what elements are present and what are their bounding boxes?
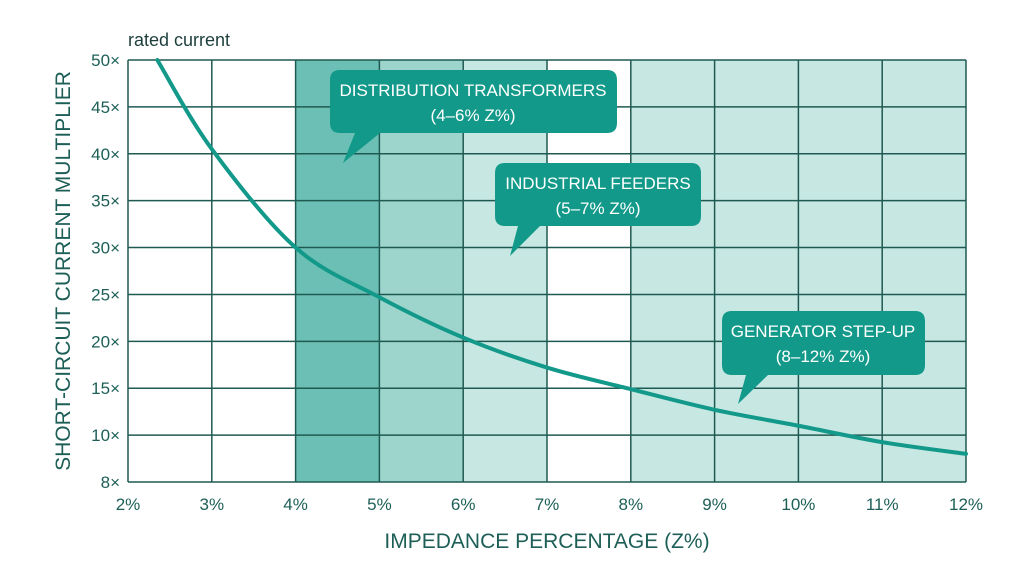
callout-title: GENERATOR STEP-UP	[731, 322, 916, 341]
x-tick-label: 8%	[619, 495, 644, 514]
callout-industrial-feeders: INDUSTRIAL FEEDERS (5–7% Z%)	[495, 163, 701, 256]
y-tick-label: 50×	[91, 51, 120, 70]
y-ticks: 8× 10× 15× 20× 25× 30× 35× 40× 45× 50×	[91, 51, 120, 492]
callout-title: DISTRIBUTION TRANSFORMERS	[340, 81, 607, 100]
y-tick-label: 15×	[91, 379, 120, 398]
x-tick-label: 9%	[702, 495, 727, 514]
y-tick-label: 35×	[91, 192, 120, 211]
callout-distribution-transformers: DISTRIBUTION TRANSFORMERS (4–6% Z%)	[330, 70, 617, 163]
x-axis-label: IMPEDANCE PERCENTAGE (Z%)	[384, 530, 709, 553]
callout-range: (5–7% Z%)	[555, 199, 640, 218]
callout-title: INDUSTRIAL FEEDERS	[505, 174, 690, 193]
series-line	[155, 58, 968, 456]
x-tick-label: 2%	[116, 495, 141, 514]
x-tick-label: 11%	[866, 495, 899, 514]
x-tick-label: 10%	[781, 495, 815, 514]
y-axis-label: SHORT-CIRCUIT CURRENT MULTIPLIER	[52, 71, 75, 471]
y-tick-label: 40×	[91, 145, 120, 164]
x-tick-label: 7%	[535, 495, 560, 514]
x-tick-label: 6%	[451, 495, 476, 514]
y-tick-label: 25×	[91, 285, 120, 304]
callout-range: (4–6% Z%)	[430, 106, 515, 125]
grid	[127, 59, 967, 483]
x-tick-label: 4%	[283, 495, 308, 514]
y-unit-note: rated current	[128, 30, 230, 50]
y-tick-label: 30×	[91, 239, 120, 258]
y-tick-label: 10×	[91, 426, 120, 445]
x-ticks: 2% 3% 4% 5% 6% 7% 8% 9% 10% 11% 12%	[116, 495, 983, 514]
x-tick-label: 5%	[367, 495, 392, 514]
y-tick-label: 45×	[91, 98, 120, 117]
x-tick-label: 12%	[949, 495, 983, 514]
callout-range: (8–12% Z%)	[776, 347, 870, 366]
y-tick-label: 20×	[91, 332, 120, 351]
y-tick-label: 8×	[101, 473, 120, 492]
callout-generator-step-up: GENERATOR STEP-UP (8–12% Z%)	[722, 311, 925, 404]
x-tick-label: 3%	[200, 495, 225, 514]
